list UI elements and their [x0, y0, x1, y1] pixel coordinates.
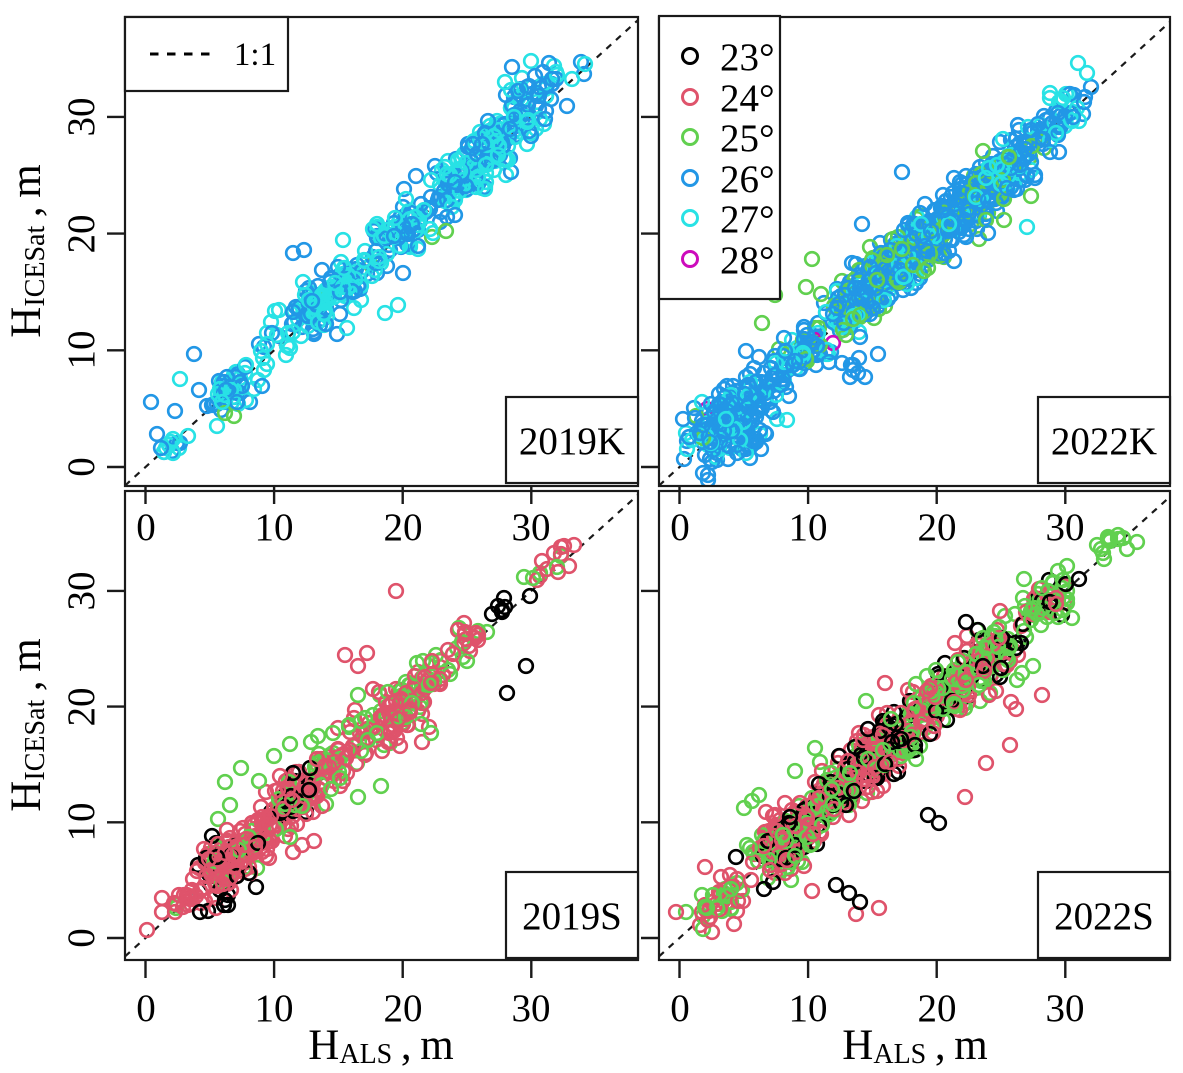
- svg-text:20: 20: [918, 506, 957, 549]
- svg-text:30: 30: [60, 98, 103, 137]
- svg-text:10: 10: [60, 803, 103, 842]
- svg-text:10: 10: [60, 331, 103, 370]
- svg-text:10: 10: [789, 506, 828, 549]
- svg-text:10: 10: [255, 506, 294, 549]
- svg-text:20: 20: [60, 688, 103, 727]
- svg-text:2019K: 2019K: [519, 420, 625, 463]
- svg-text:25°: 25°: [720, 117, 775, 160]
- svg-text:30: 30: [512, 987, 551, 1030]
- svg-text:26°: 26°: [720, 158, 775, 201]
- svg-text:28°: 28°: [720, 239, 775, 282]
- svg-text:27°: 27°: [720, 198, 775, 241]
- svg-text:2019S: 2019S: [522, 895, 622, 938]
- svg-text:20: 20: [384, 506, 423, 549]
- svg-text:0: 0: [670, 987, 690, 1030]
- svg-text:30: 30: [512, 506, 551, 549]
- svg-text:10: 10: [789, 987, 828, 1030]
- svg-text:0: 0: [60, 928, 103, 948]
- svg-text:0: 0: [136, 987, 156, 1030]
- svg-text:24°: 24°: [720, 77, 775, 120]
- svg-text:20: 20: [60, 215, 103, 254]
- svg-text:20: 20: [918, 987, 957, 1030]
- svg-text:1:1: 1:1: [234, 37, 276, 73]
- svg-text:0: 0: [670, 506, 690, 549]
- svg-text:20: 20: [384, 987, 423, 1030]
- svg-text:2022K: 2022K: [1051, 420, 1157, 463]
- svg-text:2022S: 2022S: [1054, 895, 1154, 938]
- svg-text:23°: 23°: [720, 36, 775, 79]
- svg-text:30: 30: [1046, 506, 1085, 549]
- svg-text:0: 0: [60, 457, 103, 477]
- svg-text:30: 30: [1046, 987, 1085, 1030]
- svg-text:0: 0: [136, 506, 156, 549]
- svg-text:30: 30: [60, 572, 103, 611]
- svg-text:10: 10: [255, 987, 294, 1030]
